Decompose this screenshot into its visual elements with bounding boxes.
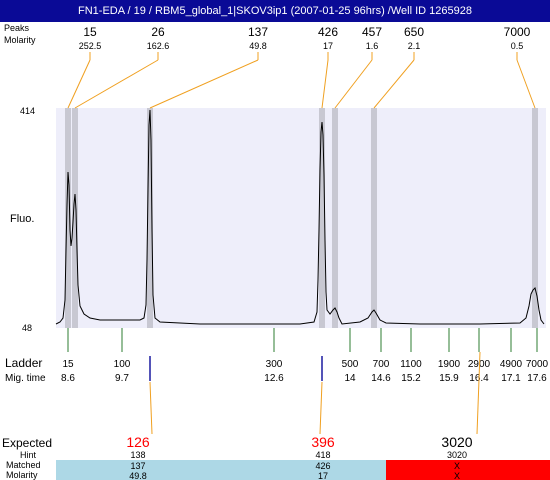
mig-time-label: Mig. time <box>5 373 46 384</box>
ladder-time-label: 15.9 <box>439 373 459 384</box>
molarity-label: Molarity <box>6 470 38 480</box>
ladder-size-label: 1100 <box>400 359 422 370</box>
peak-molarity-label: 1.6 <box>366 41 379 51</box>
peak-band <box>65 108 71 328</box>
peak-molarity-label: 252.5 <box>79 41 102 51</box>
hint-value: 138 <box>130 450 145 460</box>
peak-leader-line <box>373 59 415 109</box>
expected-leader-line <box>319 381 323 435</box>
molarity-value: X <box>454 471 460 480</box>
expected-label: Expected <box>2 436 52 450</box>
ladder-time-label: 17.1 <box>501 373 521 384</box>
ladder-time-label: 17.6 <box>527 373 547 384</box>
ladder-time-label: 9.7 <box>115 373 129 384</box>
hint-value: 418 <box>315 450 330 460</box>
peak-band <box>371 108 377 328</box>
peak-band <box>147 108 153 328</box>
peak-band <box>332 108 338 328</box>
peak-leader-line <box>321 59 329 109</box>
peak-molarity-label: 162.6 <box>147 41 170 51</box>
peak-size-label: 26 <box>151 25 165 39</box>
expected-size-label: 3020 <box>441 434 472 450</box>
ladder-time-label: 12.6 <box>264 373 284 384</box>
y-axis-label: Fluo. <box>10 213 34 225</box>
expected-leader-line <box>476 351 481 435</box>
ladder-size-label: 100 <box>114 359 131 370</box>
matched-value: X <box>454 461 460 471</box>
peak-size-label: 15 <box>83 25 97 39</box>
ladder-size-label: 7000 <box>526 359 549 370</box>
ladder-time-label: 8.6 <box>61 373 75 384</box>
peak-leader-line <box>334 59 373 109</box>
peak-molarity-label: 17 <box>323 41 333 51</box>
molarity-value: 49.8 <box>129 471 147 480</box>
fluorescence-trace <box>55 109 545 325</box>
matched-row-bg <box>56 460 386 480</box>
peak-leader-line <box>149 59 259 109</box>
ladder-size-label: 15 <box>62 359 74 370</box>
ladder-size-label: 500 <box>342 359 359 370</box>
peak-leader-line <box>74 59 159 109</box>
molarity-value: 17 <box>318 471 328 480</box>
peak-size-label: 650 <box>404 25 424 39</box>
matched-value: 426 <box>315 461 330 471</box>
peak-band <box>532 108 538 328</box>
molarity-row-label: Molarity <box>4 35 36 45</box>
ladder-time-label: 15.2 <box>401 373 421 384</box>
ladder-time-label: 14.6 <box>371 373 391 384</box>
peak-leader-line <box>516 59 536 109</box>
missing-row-bg <box>386 460 550 480</box>
ladder-time-label: 14 <box>344 373 356 384</box>
peak-size-label: 7000 <box>504 25 531 39</box>
y-tick-min: 48 <box>22 323 32 333</box>
peak-size-label: 457 <box>362 25 382 39</box>
hint-value: 3020 <box>447 450 467 460</box>
ladder-size-label: 700 <box>373 359 390 370</box>
plot-area <box>56 108 546 328</box>
peak-molarity-label: 49.8 <box>249 41 267 51</box>
ladder-size-label: 4900 <box>500 359 523 370</box>
ladder-label: Ladder <box>5 356 42 370</box>
hint-label: Hint <box>20 450 37 460</box>
peak-molarity-label: 2.1 <box>408 41 421 51</box>
matched-value: 137 <box>130 461 145 471</box>
peak-size-label: 426 <box>318 25 338 39</box>
chart-title: FN1-EDA / 19 / RBM5_global_1|SKOV3ip1 (2… <box>0 0 550 22</box>
peak-band <box>72 108 78 328</box>
matched-label: Matched <box>6 460 41 470</box>
y-tick-max: 414 <box>20 106 35 116</box>
peaks-row-label: Peaks <box>4 23 30 33</box>
peak-size-label: 137 <box>248 25 268 39</box>
expected-leader-line <box>149 381 153 435</box>
peak-band <box>319 108 325 328</box>
expected-size-label: 126 <box>126 434 150 450</box>
peak-leader-line <box>67 59 91 109</box>
peak-molarity-label: 0.5 <box>511 41 524 51</box>
expected-size-label: 396 <box>311 434 335 450</box>
ladder-size-label: 1900 <box>438 359 461 370</box>
ladder-size-label: 300 <box>266 359 283 370</box>
